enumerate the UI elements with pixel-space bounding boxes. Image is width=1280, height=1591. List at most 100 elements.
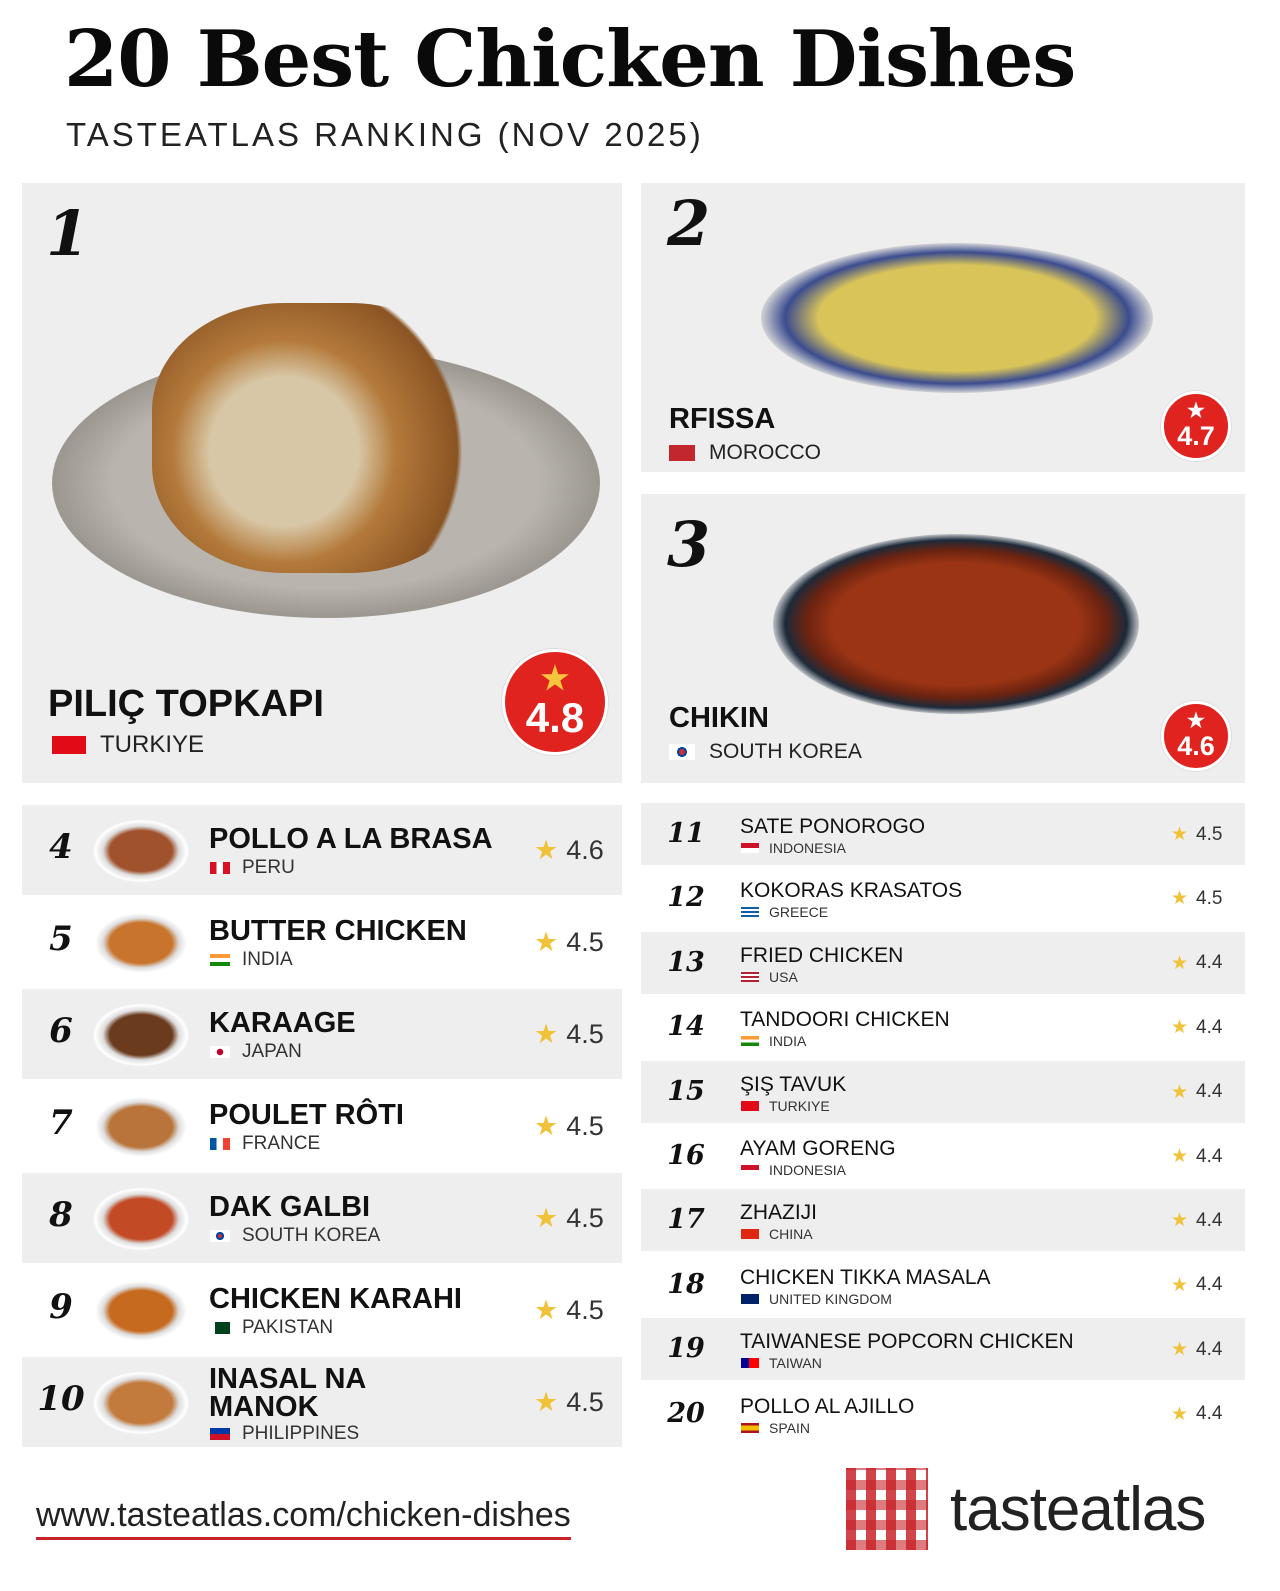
dish-name: SATE PONOROGO — [740, 815, 926, 838]
star-icon: ★ — [1171, 1210, 1189, 1232]
rating-value: 4.4 — [1196, 1274, 1223, 1296]
rating: ★ 4.5 — [534, 927, 604, 958]
rank-card-2[interactable]: 2 RFISSA MOROCCO ★ 4.7 — [641, 183, 1245, 472]
dish-name: POULET RÔTI — [209, 1099, 404, 1131]
list-item[interactable]: 7 POULET RÔTI FRANCE ★ 4.5 — [22, 1081, 622, 1171]
dish-image — [92, 1371, 190, 1435]
indonesia-flag-icon — [741, 1165, 759, 1175]
list-item[interactable]: 6 KARAAGE JAPAN ★ 4.5 — [22, 989, 622, 1079]
list-item[interactable]: 5 BUTTER CHICKEN INDIA ★ 4.5 — [22, 897, 622, 987]
dish-name: ZHAZIJI — [740, 1201, 817, 1225]
rating-value: 4.6 — [566, 835, 604, 865]
list-item[interactable]: 20 POLLO AL AJILLO SPAIN ★ 4.4 — [641, 1383, 1245, 1445]
country-label: JAPAN — [242, 1041, 302, 1062]
rating: ★ 4.4 — [1171, 1145, 1222, 1168]
rank-number: 7 — [49, 1103, 73, 1143]
dish-country: PHILIPPINES — [210, 1423, 359, 1445]
list-item[interactable]: 14 TANDOORI CHICKEN INDIA ★ 4.4 — [641, 996, 1245, 1058]
country-label: CHINA — [769, 1226, 813, 1243]
list-item[interactable]: 4 POLLO A LA BRASA PERU ★ 4.6 — [22, 805, 622, 895]
philippines-flag-icon — [210, 1428, 230, 1440]
turkey-flag-icon — [52, 736, 86, 754]
list-item[interactable]: 19 TAIWANESE POPCORN CHICKEN TAIWAN ★ 4.4 — [641, 1318, 1245, 1381]
dish-image — [92, 1279, 190, 1343]
rating-value: 4.5 — [566, 1295, 604, 1325]
star-icon: ★ — [1171, 1403, 1189, 1425]
dish-image — [92, 819, 190, 883]
rating: ★ 4.5 — [1171, 887, 1222, 910]
japan-flag-icon — [210, 1046, 230, 1058]
list-item[interactable]: 15 ŞIŞ TAVUK TURKIYE ★ 4.4 — [641, 1060, 1245, 1123]
rating-value: 4.6 — [1177, 730, 1215, 761]
dish-country: SPAIN — [741, 1420, 810, 1436]
rating: ★ 4.5 — [1171, 823, 1222, 846]
country-label: INDONESIA — [769, 1162, 847, 1178]
france-flag-icon — [210, 1138, 230, 1150]
rank-card-1[interactable]: 1 PILIÇ TOPKAPI TURKIYE ★ 4.8 — [22, 183, 622, 783]
list-item[interactable]: 17 ZHAZIJI CHINA ★ 4.4 — [641, 1189, 1245, 1252]
dish-country: SOUTH KOREA — [669, 740, 862, 764]
list-item[interactable]: 18 CHICKEN TIKKA MASALA UNITED KINGDOM ★ 4.4 — [641, 1254, 1245, 1316]
rating: ★ 4.4 — [1171, 1016, 1222, 1039]
star-icon: ★ — [534, 1295, 559, 1325]
list-item[interactable]: 10 INASAL NA MANOK PHILIPPINES ★ 4.5 — [22, 1357, 622, 1447]
rank-number: 4 — [49, 827, 73, 867]
dish-country: TURKIYE — [741, 1098, 830, 1114]
dish-country: USA — [741, 969, 798, 985]
list-item[interactable]: 9 CHICKEN KARAHI PAKISTAN ★ 4.5 — [22, 1265, 622, 1355]
star-icon: ★ — [1171, 1017, 1189, 1039]
china-flag-icon — [741, 1229, 759, 1240]
rank-number: 6 — [49, 1011, 73, 1051]
dish-image — [773, 534, 1139, 714]
rank-card-3[interactable]: 3 CHIKIN SOUTH KOREA ★ 4.6 — [641, 494, 1245, 783]
dish-image — [92, 911, 190, 975]
rating-badge: ★ 4.6 — [1161, 701, 1231, 771]
rating-value: 4.4 — [1196, 1016, 1223, 1038]
dish-image-food — [152, 303, 482, 573]
greece-flag-icon — [741, 907, 759, 918]
rank-number: 16 — [667, 1140, 705, 1171]
dish-country: GREECE — [741, 904, 828, 920]
list-item[interactable]: 16 AYAM GORENG INDONESIA ★ 4.4 — [641, 1125, 1245, 1187]
south-korea-flag-icon — [669, 744, 695, 760]
dish-country: INDONESIA — [741, 840, 846, 856]
rank-number: 13 — [667, 946, 705, 978]
spain-flag-icon — [741, 1422, 759, 1433]
india-flag-icon — [210, 954, 230, 966]
country-label: GREECE — [769, 904, 829, 921]
morocco-flag-icon — [669, 445, 695, 461]
korea-flag-icon — [210, 1230, 230, 1242]
rating: ★ 4.6 — [534, 835, 604, 866]
dish-country: INDONESIA — [741, 1162, 846, 1178]
rating: ★ 4.4 — [1171, 952, 1222, 975]
list-item[interactable]: 13 FRIED CHICKEN USA ★ 4.4 — [641, 931, 1245, 994]
dish-image — [761, 243, 1153, 393]
dish-name: KOKORAS KRASATOS — [740, 879, 963, 903]
rank-number: 2 — [667, 187, 711, 260]
star-icon: ★ — [534, 1019, 559, 1049]
source-link[interactable]: www.tasteatlas.com/chicken-dishes — [36, 1496, 571, 1540]
dish-name: POLLO AL AJILLO — [740, 1394, 915, 1418]
dish-country: PAKISTAN — [210, 1317, 333, 1339]
rating-value: 4.5 — [1196, 887, 1223, 909]
rank-number: 11 — [667, 818, 705, 849]
list-item[interactable]: 12 KOKORAS KRASATOS GREECE ★ 4.5 — [641, 867, 1245, 929]
rank-number: 15 — [667, 1075, 705, 1107]
dish-country: JAPAN — [210, 1041, 302, 1063]
rating: ★ 4.5 — [534, 1203, 604, 1234]
rating-value: 4.5 — [566, 927, 604, 957]
rating-badge: ★ 4.7 — [1161, 391, 1231, 461]
list-item[interactable]: 11 SATE PONOROGO INDONESIA ★ 4.5 — [641, 803, 1245, 865]
country-label: PAKISTAN — [242, 1317, 334, 1338]
list-item[interactable]: 8 DAK GALBI SOUTH KOREA ★ 4.5 — [22, 1173, 622, 1263]
logo-text: tasteatlas — [950, 1474, 1206, 1544]
rank-number: 19 — [667, 1333, 705, 1365]
rating-value: 4.8 — [525, 694, 585, 741]
rating-value: 4.4 — [1196, 1209, 1223, 1231]
dish-name: AYAM GORENG — [740, 1137, 896, 1160]
rating-value: 4.5 — [566, 1387, 604, 1417]
rating-value: 4.5 — [566, 1111, 604, 1141]
dish-name: INASAL NA MANOK — [209, 1363, 366, 1423]
country-label: PHILIPPINES — [242, 1423, 360, 1444]
country-label: INDIA — [769, 1033, 807, 1050]
